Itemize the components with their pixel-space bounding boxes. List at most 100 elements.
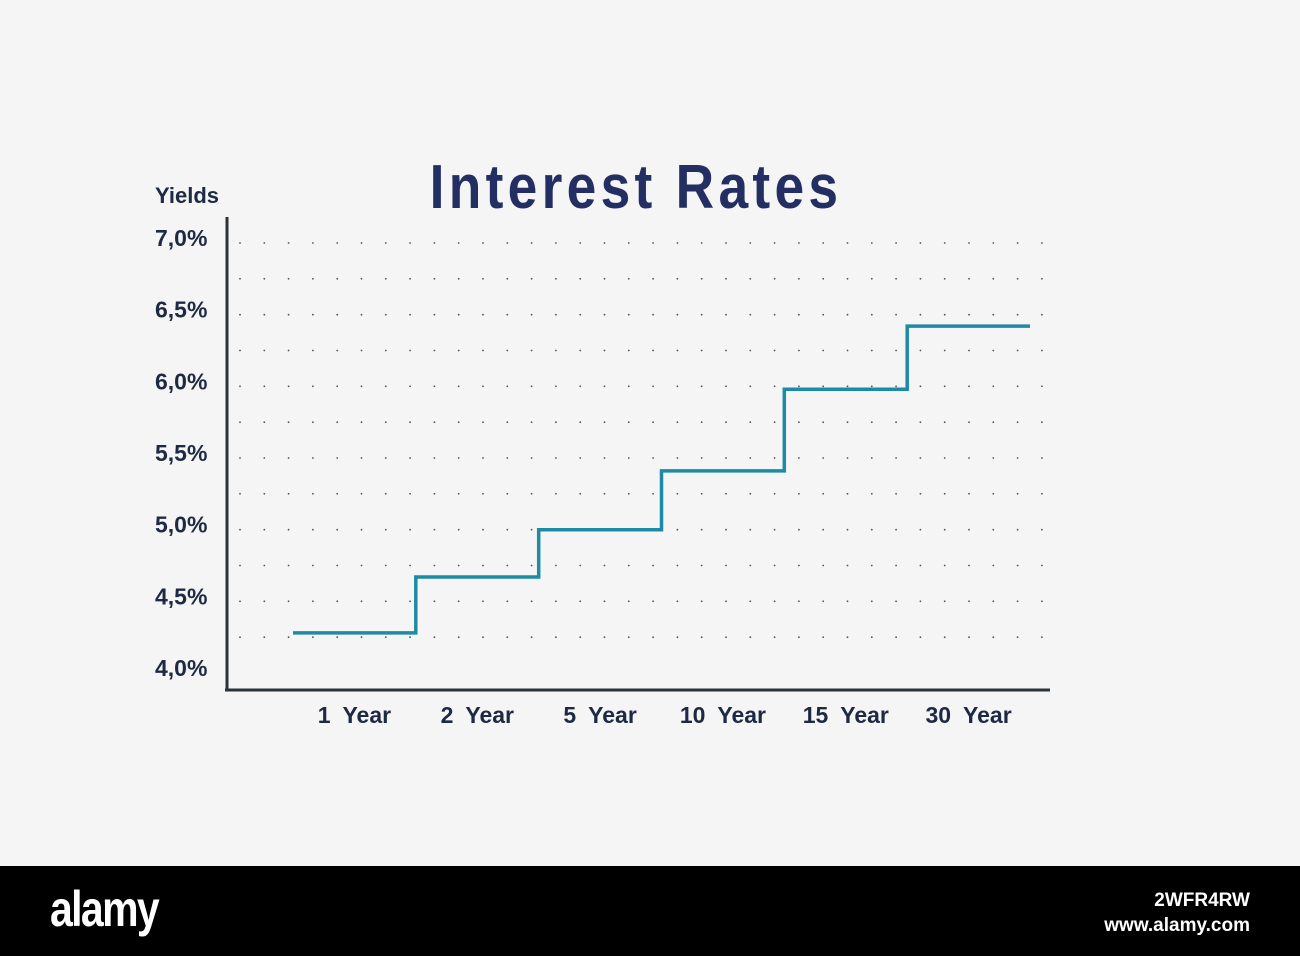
grid-dot [384,636,387,639]
grid-dot [919,528,922,531]
grid-dot [652,636,654,639]
grid-dot [555,457,557,459]
grid-dot [870,421,873,424]
grid-dot [287,349,290,352]
grid-dot [1041,277,1043,280]
grid-dot [239,600,241,603]
grid-dot [433,277,436,280]
grid-dot [725,385,727,388]
grid-dot [700,636,703,639]
grid-dot [312,385,314,388]
grid-dot [676,528,679,531]
grid-dot [360,421,363,424]
grid-dot [627,313,630,316]
grid-dot [749,349,752,352]
grid-dot [263,313,266,316]
grid-dot [895,349,897,352]
grid-dot [968,313,970,316]
grid-dot [968,385,970,388]
grid-dot [652,600,654,603]
chart-title: Interest Rates [430,153,843,222]
grid-dot [870,277,873,280]
grid-dot [1041,600,1043,603]
grid-dot [700,349,703,352]
grid-dot [1016,457,1019,459]
grid-dots [239,242,1043,639]
grid-dot [409,528,411,531]
grid-dot [992,385,995,388]
grid-dot [676,457,679,459]
grid-dot [822,242,825,244]
grid-dot [919,349,922,352]
grid-dot [312,242,314,244]
grid-dot [627,457,630,459]
grid-dot [992,313,995,316]
grid-dot [846,385,849,388]
grid-dot [336,349,339,352]
grid-dot [603,242,606,244]
grid-dot [263,600,266,603]
grid-dot [409,242,411,244]
grid-dot [895,421,897,424]
grid-dot [676,385,679,388]
grid-dot [725,349,727,352]
grid-dot [336,277,339,280]
grid-dot [457,492,460,495]
grid-dot [555,564,557,567]
grid-dot [579,492,582,495]
grid-dot [530,636,533,639]
x-tick-label: 30 Year [926,702,1012,728]
grid-dot [943,636,946,639]
grid-dot [506,385,509,388]
grid-dot [968,528,970,531]
grid-dot [919,492,922,495]
grid-dot [506,636,509,639]
grid-dot [579,313,582,316]
grid-dot [992,600,995,603]
grid-dot [1041,528,1043,531]
grid-dot [773,277,776,280]
grid-dot [263,492,266,495]
grid-dot [239,385,241,388]
grid-dot [433,349,436,352]
grid-dot [603,600,606,603]
grid-dot [603,457,606,459]
grid-dot [1041,636,1043,639]
grid-dot [239,242,241,244]
interest-rates-chart: Interest Rates Yields 7,0% 6,5% 6,0% 5,5% 5,… [155,153,1050,728]
grid-dot [798,421,800,424]
grid-dot [870,564,873,567]
grid-dot [919,313,922,316]
y-tick-label: 6,0% [155,368,207,394]
grid-dot [919,421,922,424]
grid-dot [725,457,727,459]
grid-dot [700,313,703,316]
grid-dot [530,492,533,495]
grid-dot [749,600,752,603]
series-line-0 [293,324,1030,635]
grid-dot [1041,313,1043,316]
grid-dot [409,600,411,603]
grid-dot [798,528,800,531]
grid-dot [287,457,290,459]
grid-dot [579,457,582,459]
grid-dot [773,349,776,352]
grid-dot [239,349,241,352]
grid-dot [409,636,411,639]
grid-dot [457,636,460,639]
grid-dot [968,242,970,244]
grid-dot [555,492,557,495]
grid-dot [652,492,654,495]
grid-dot [312,313,314,316]
grid-dot [603,277,606,280]
x-tick-label: 2 Year [441,702,514,728]
grid-dot [870,349,873,352]
grid-dot [360,349,363,352]
grid-dot [287,242,290,244]
grid-dot [798,277,800,280]
grid-dot [263,457,266,459]
image-id-text: 2WFR4RW [1154,890,1250,911]
grid-dot [433,600,436,603]
grid-dot [506,528,509,531]
grid-dot [968,277,970,280]
